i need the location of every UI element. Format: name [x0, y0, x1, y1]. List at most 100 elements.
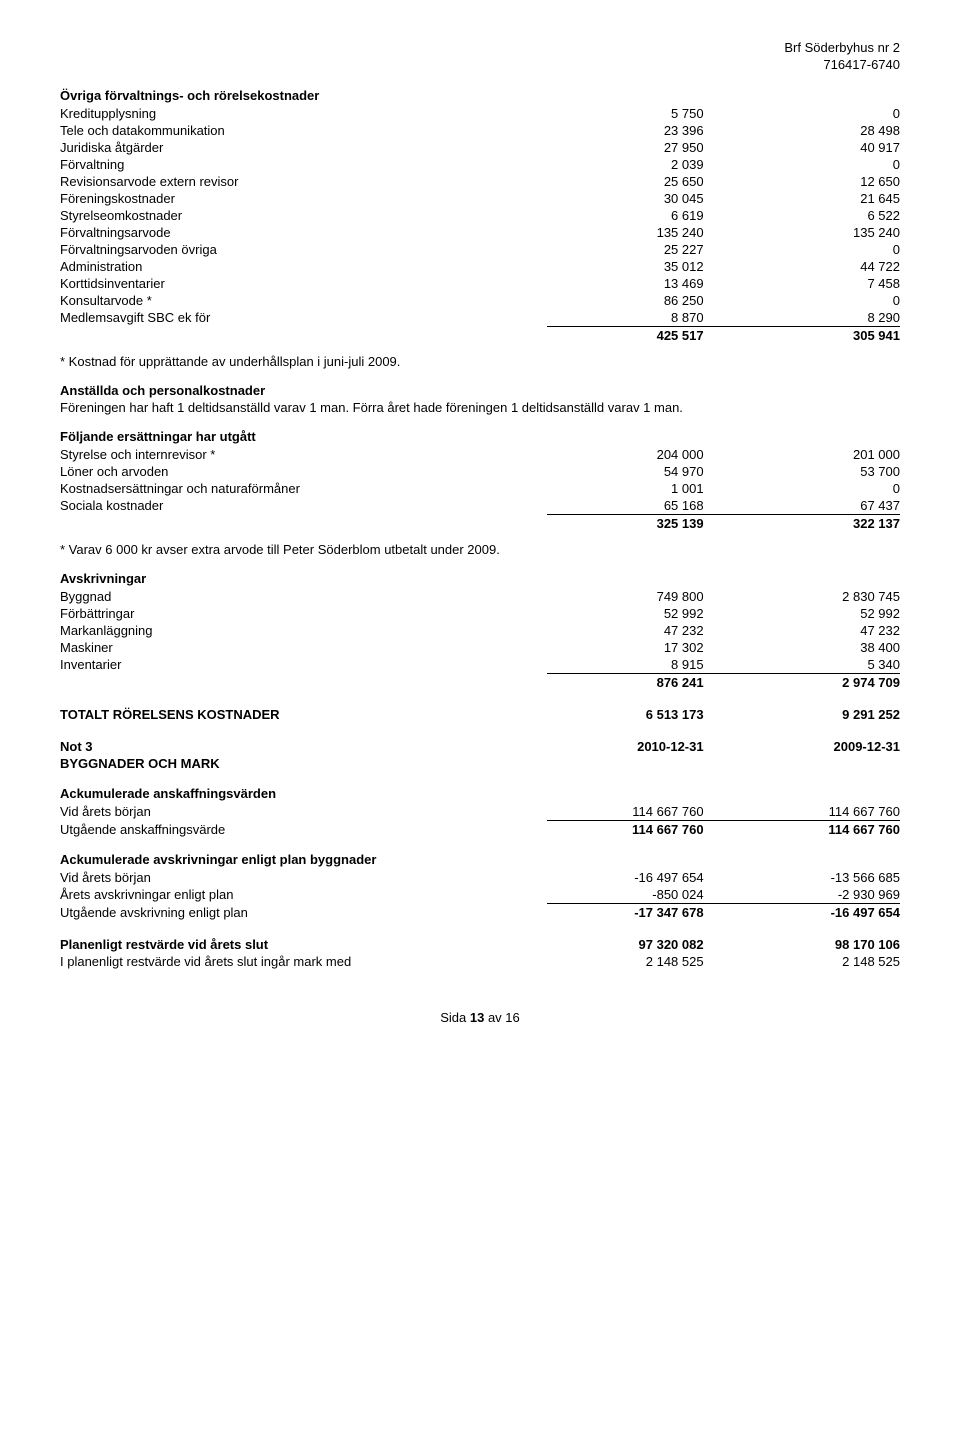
table-acc-depr: Vid årets början-16 497 654-13 566 685År… — [60, 869, 900, 921]
row-label: Markanläggning — [60, 622, 547, 639]
table-not3: Not 3 2010-12-31 2009-12-31 BYGGNADER OC… — [60, 738, 900, 772]
row-val-b: 201 000 — [724, 446, 900, 463]
table-total: TOTALT RÖRELSENS KOSTNADER 6 513 173 9 2… — [60, 706, 900, 723]
row-val-b: 2 830 745 — [724, 588, 900, 605]
table-compensation: Styrelse och internrevisor *204 000201 0… — [60, 446, 900, 532]
row-val-a: 47 232 — [547, 622, 723, 639]
row-val-a: 2 039 — [547, 156, 723, 173]
row-val-a: 54 970 — [547, 463, 723, 480]
row-label: Styrelse och internrevisor * — [60, 446, 547, 463]
total-label: TOTALT RÖRELSENS KOSTNADER — [60, 706, 547, 723]
row-val-a: 8 915 — [547, 656, 723, 674]
row-val-b: 98 170 106 — [724, 936, 900, 953]
org-number: 716417-6740 — [60, 57, 900, 74]
row-val-a: 86 250 — [547, 292, 723, 309]
row-val-b: 305 941 — [724, 326, 900, 344]
row-label — [60, 673, 547, 691]
row-label: Förvaltningsarvode — [60, 224, 547, 241]
row-val-a: 5 750 — [547, 105, 723, 122]
total-a: 6 513 173 — [547, 706, 723, 723]
row-label: Vid årets början — [60, 803, 547, 821]
not3-b: 2009-12-31 — [724, 738, 900, 755]
row-val-a: -16 497 654 — [547, 869, 723, 886]
row-label: Vid årets början — [60, 869, 547, 886]
row-val-b: 0 — [724, 292, 900, 309]
section-title: Ackumulerade anskaffningsvärden — [60, 786, 900, 801]
table-acq-values: Vid årets början114 667 760114 667 760Ut… — [60, 803, 900, 838]
row-label — [60, 326, 547, 344]
row-val-b: 322 137 — [724, 514, 900, 532]
row-val-a: 35 012 — [547, 258, 723, 275]
section-title: Anställda och personalkostnader — [60, 383, 900, 398]
section-title: Övriga förvaltnings- och rörelsekostnade… — [60, 88, 900, 103]
row-val-b: 8 290 — [724, 309, 900, 327]
row-label: Korttidsinventarier — [60, 275, 547, 292]
row-label: Förvaltning — [60, 156, 547, 173]
row-val-a: 114 667 760 — [547, 803, 723, 821]
row-val-b: -13 566 685 — [724, 869, 900, 886]
row-val-b: 12 650 — [724, 173, 900, 190]
footnote: * Kostnad för upprättande av underhållsp… — [60, 354, 900, 369]
row-val-a: 8 870 — [547, 309, 723, 327]
org-name: Brf Söderbyhus nr 2 — [60, 40, 900, 57]
section-title: Ackumulerade avskrivningar enligt plan b… — [60, 852, 900, 867]
row-val-b: 21 645 — [724, 190, 900, 207]
section-text: Föreningen har haft 1 deltidsanställd va… — [60, 400, 900, 415]
not3-label: Not 3 — [60, 738, 547, 755]
row-val-a: 135 240 — [547, 224, 723, 241]
row-val-b: 53 700 — [724, 463, 900, 480]
row-val-a: 17 302 — [547, 639, 723, 656]
row-val-b: 47 232 — [724, 622, 900, 639]
row-label: Sociala kostnader — [60, 497, 547, 515]
row-val-b: -2 930 969 — [724, 886, 900, 904]
row-label — [60, 514, 547, 532]
not3-sub: BYGGNADER OCH MARK — [60, 755, 547, 772]
table-other-costs: Kreditupplysning5 7500Tele och datakommu… — [60, 105, 900, 344]
row-val-a: 27 950 — [547, 139, 723, 156]
row-val-a: 114 667 760 — [547, 820, 723, 838]
row-val-b: 5 340 — [724, 656, 900, 674]
row-label: Administration — [60, 258, 547, 275]
page-footer: Sida 13 av 16 — [60, 1010, 900, 1025]
row-val-b: 44 722 — [724, 258, 900, 275]
row-label: Årets avskrivningar enligt plan — [60, 886, 547, 904]
row-val-a: 325 139 — [547, 514, 723, 532]
row-val-a: 52 992 — [547, 605, 723, 622]
row-label: Föreningskostnader — [60, 190, 547, 207]
row-label: Medlemsavgift SBC ek för — [60, 309, 547, 327]
row-val-b: 0 — [724, 156, 900, 173]
row-val-a: 2 148 525 — [547, 953, 723, 970]
row-val-b: 0 — [724, 241, 900, 258]
section-title: Följande ersättningar har utgått — [60, 429, 900, 444]
footer-post: av 16 — [484, 1010, 519, 1025]
footnote: * Varav 6 000 kr avser extra arvode till… — [60, 542, 900, 557]
row-val-a: 204 000 — [547, 446, 723, 463]
total-b: 9 291 252 — [724, 706, 900, 723]
row-label: Löner och arvoden — [60, 463, 547, 480]
row-val-a: 25 650 — [547, 173, 723, 190]
row-val-a: -850 024 — [547, 886, 723, 904]
row-label: Utgående avskrivning enligt plan — [60, 903, 547, 921]
row-val-b: 2 974 709 — [724, 673, 900, 691]
row-label: Förvaltningsarvoden övriga — [60, 241, 547, 258]
row-val-a: 1 001 — [547, 480, 723, 497]
row-val-b: 135 240 — [724, 224, 900, 241]
row-val-a: 425 517 — [547, 326, 723, 344]
row-val-b: 0 — [724, 480, 900, 497]
row-val-a: 876 241 — [547, 673, 723, 691]
section-title: Avskrivningar — [60, 571, 900, 586]
row-val-b: 67 437 — [724, 497, 900, 515]
row-val-b: 38 400 — [724, 639, 900, 656]
row-label: Revisionsarvode extern revisor — [60, 173, 547, 190]
row-label: Förbättringar — [60, 605, 547, 622]
row-val-b: -16 497 654 — [724, 903, 900, 921]
row-val-b: 2 148 525 — [724, 953, 900, 970]
document-header: Brf Söderbyhus nr 2 716417-6740 — [60, 40, 900, 74]
row-val-b: 0 — [724, 105, 900, 122]
row-val-b: 40 917 — [724, 139, 900, 156]
row-val-b: 114 667 760 — [724, 803, 900, 821]
row-val-a: 97 320 082 — [547, 936, 723, 953]
row-label: I planenligt restvärde vid årets slut in… — [60, 953, 547, 970]
row-label: Byggnad — [60, 588, 547, 605]
row-label: Maskiner — [60, 639, 547, 656]
